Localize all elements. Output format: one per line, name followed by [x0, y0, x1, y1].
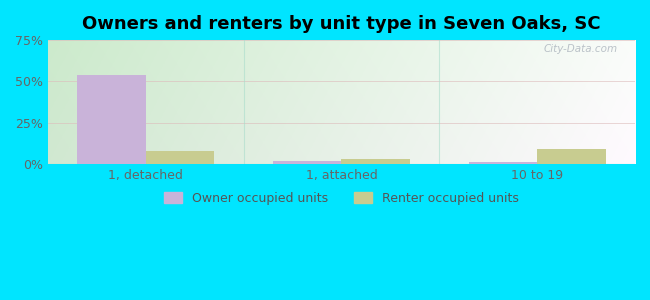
Bar	[469, 162, 537, 164]
Bar	[341, 159, 410, 164]
Bar	[77, 75, 146, 164]
Bar	[146, 151, 214, 164]
Text: City-Data.com: City-Data.com	[543, 44, 618, 54]
Legend: Owner occupied units, Renter occupied units: Owner occupied units, Renter occupied un…	[159, 187, 524, 210]
Title: Owners and renters by unit type in Seven Oaks, SC: Owners and renters by unit type in Seven…	[82, 15, 601, 33]
Bar	[273, 161, 341, 164]
Bar	[537, 149, 606, 164]
